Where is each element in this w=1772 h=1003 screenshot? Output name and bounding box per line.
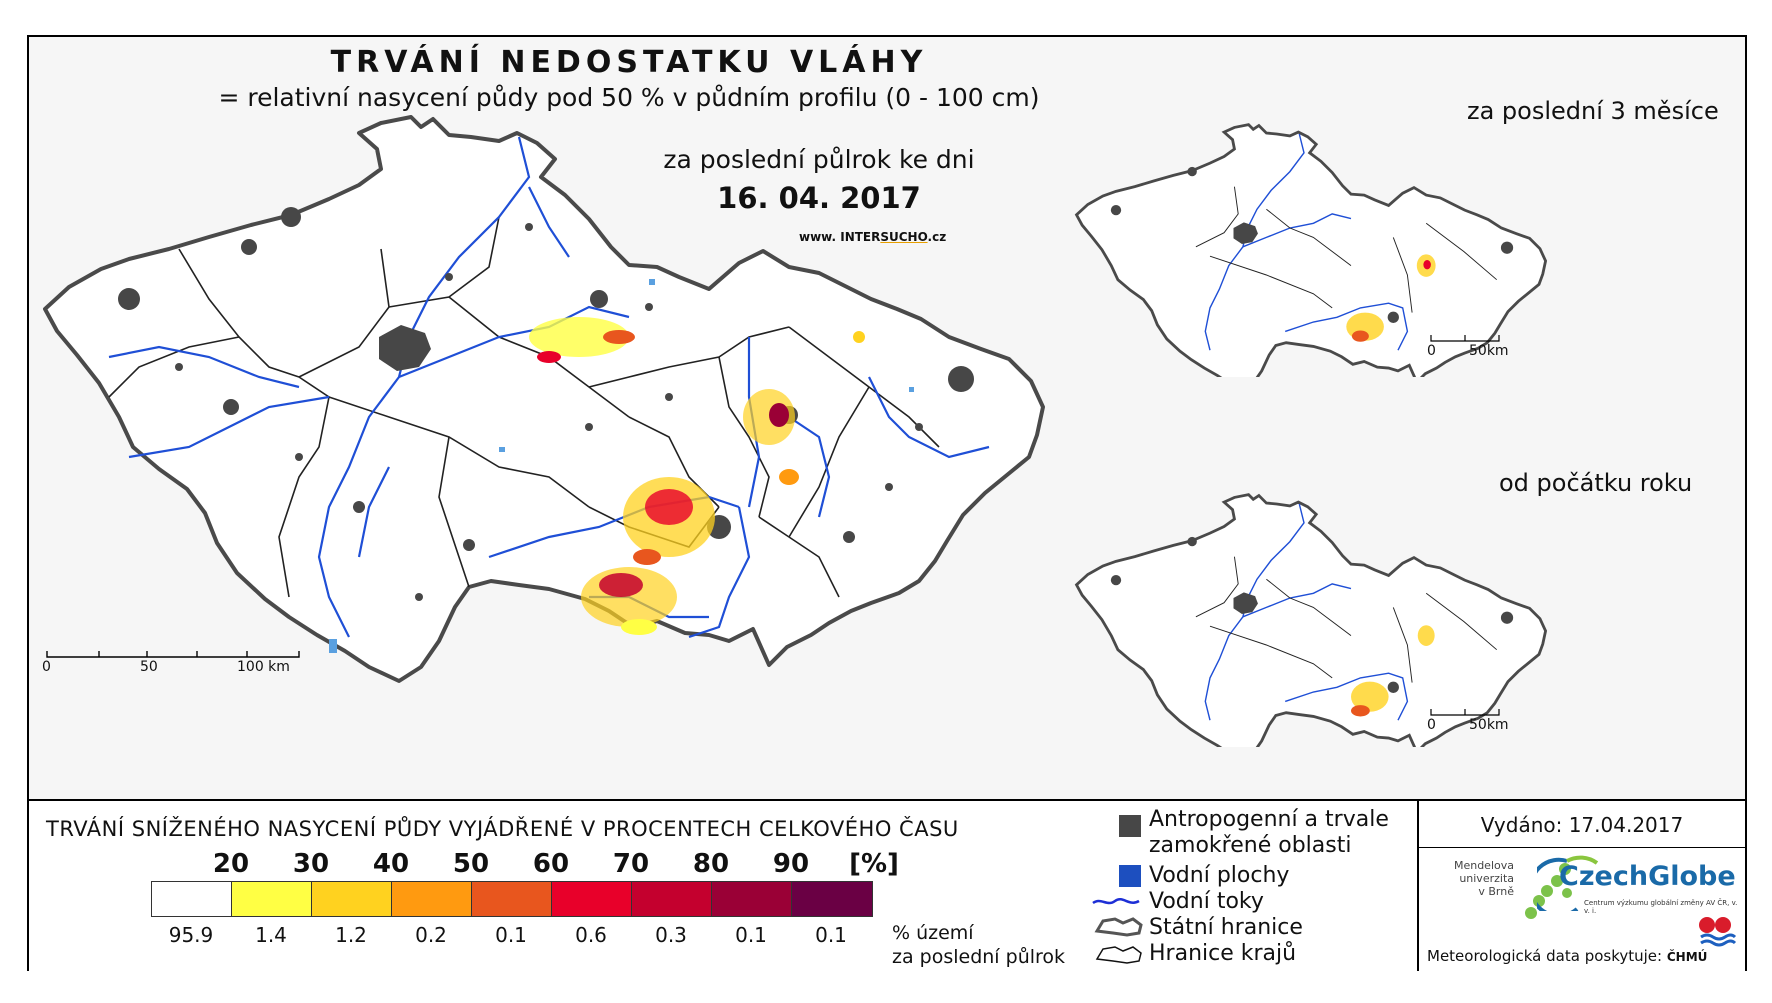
legend-percent: 1.2 <box>335 923 367 947</box>
legend-percent: 95.9 <box>168 923 214 947</box>
inset-3m-scale <box>1430 335 1500 342</box>
chmu-logo-icon <box>1699 917 1737 947</box>
legend-swatch <box>712 882 792 916</box>
legend-color-bar <box>151 881 873 917</box>
legend-percent: 0.6 <box>575 923 607 947</box>
map-subtitle: = relativní nasycení půdy pod 50 % v půd… <box>218 83 1040 112</box>
legend-tick-unit: [%] <box>849 849 899 879</box>
legend-tick: 60 <box>532 849 570 879</box>
legend-swatch <box>392 882 472 916</box>
inset-ytd-scale-end: 50km <box>1469 717 1509 733</box>
legend-swatch <box>792 882 872 916</box>
intersucho-url: www. INTERSUCHO.cz <box>799 230 947 244</box>
water-swatch-icon <box>1119 865 1141 887</box>
meteo-data-credit: Meteorologická data poskytuje: ČHMÚ <box>1427 947 1708 965</box>
legend-swatch <box>312 882 392 916</box>
region-border-icon <box>1095 946 1142 964</box>
mendel-university-logo-icon <box>1525 863 1572 919</box>
inset-3m-map <box>1074 123 1548 377</box>
key-rivers: Vodní toky <box>1149 889 1264 914</box>
map-area: TRVÁNÍ NEDOSTATKU VLÁHY = relativní nasy… <box>29 37 1745 799</box>
period-label: za poslední půlrok ke dni <box>663 145 975 174</box>
legend-tick: 30 <box>292 849 330 879</box>
legend-title: TRVÁNÍ SNÍŽENÉHO NASYCENÍ PŮDY VYJÁDŘENÉ… <box>46 817 959 841</box>
legend-swatch <box>472 882 552 916</box>
czechglobe-subtitle: Centrum výzkumu globální změny AV ČR, v.… <box>1584 899 1738 915</box>
main-scale-end: 100 km <box>237 659 290 675</box>
issued-divider <box>1419 847 1745 848</box>
legend-swatch <box>552 882 632 916</box>
inset-3m-title: za poslední 3 měsíce <box>1467 97 1719 125</box>
inset-ytd-scale-zero: 0 <box>1427 717 1436 733</box>
main-scale-bar <box>46 651 300 658</box>
issued-date: Vydáno: 17.04.2017 <box>1480 813 1684 837</box>
czechglobe-logo-text: CzechGlobe <box>1559 861 1736 892</box>
legend-divider <box>1417 801 1419 971</box>
key-water: Vodní plochy <box>1149 863 1290 888</box>
main-scale-mid: 50 <box>140 659 158 675</box>
legend-tick: 90 <box>772 849 810 879</box>
legend-percent: 1.4 <box>255 923 287 947</box>
inset-3m-scale-zero: 0 <box>1427 343 1436 359</box>
water-bodies <box>329 279 914 653</box>
legend-percent: 0.1 <box>495 923 527 947</box>
legend-percent: 0.3 <box>655 923 687 947</box>
main-map <box>43 115 1045 683</box>
legend-tick: 50 <box>452 849 490 879</box>
legend-tick: 40 <box>372 849 410 879</box>
mendel-university-logo-text: Mendelova univerzita v Brně <box>1453 859 1514 898</box>
map-frame: TRVÁNÍ NEDOSTATKU VLÁHY = relativní nasy… <box>27 35 1747 971</box>
drought-areas <box>529 317 865 635</box>
legend-tick: 70 <box>612 849 650 879</box>
key-state-border: Státní hranice <box>1149 915 1303 940</box>
key-region-border: Hranice krajů <box>1149 941 1297 966</box>
inset-ytd-scale <box>1430 709 1500 716</box>
legend-tick: 20 <box>212 849 250 879</box>
river-line-icon <box>1092 898 1140 905</box>
main-scale-zero: 0 <box>42 659 51 675</box>
inset-ytd-map <box>1074 493 1548 747</box>
legend-area: TRVÁNÍ SNÍŽENÉHO NASYCENÍ PŮDY VYJÁDŘENÉ… <box>29 799 1745 971</box>
legend-swatch <box>152 882 232 916</box>
urban-swatch-icon <box>1119 815 1141 837</box>
legend-swatch <box>232 882 312 916</box>
state-border-icon <box>1094 917 1143 937</box>
legend-percent: 0.2 <box>415 923 447 947</box>
map-title: TRVÁNÍ NEDOSTATKU VLÁHY <box>330 45 928 80</box>
key-urban: Antropogenní a trvale zamokřené oblasti <box>1149 807 1389 858</box>
date-label: 16. 04. 2017 <box>717 181 921 215</box>
legend-percent: 0.1 <box>735 923 767 947</box>
legend-tick: 80 <box>692 849 730 879</box>
legend-swatch <box>632 882 712 916</box>
legend-percent: 0.1 <box>815 923 847 947</box>
czechglobe-logo-icon <box>1537 855 1599 911</box>
percent-area-label: % území za poslední půlrok <box>892 922 1066 968</box>
inset-3m-scale-end: 50km <box>1469 343 1509 359</box>
inset-ytd-title: od počátku roku <box>1499 469 1693 497</box>
